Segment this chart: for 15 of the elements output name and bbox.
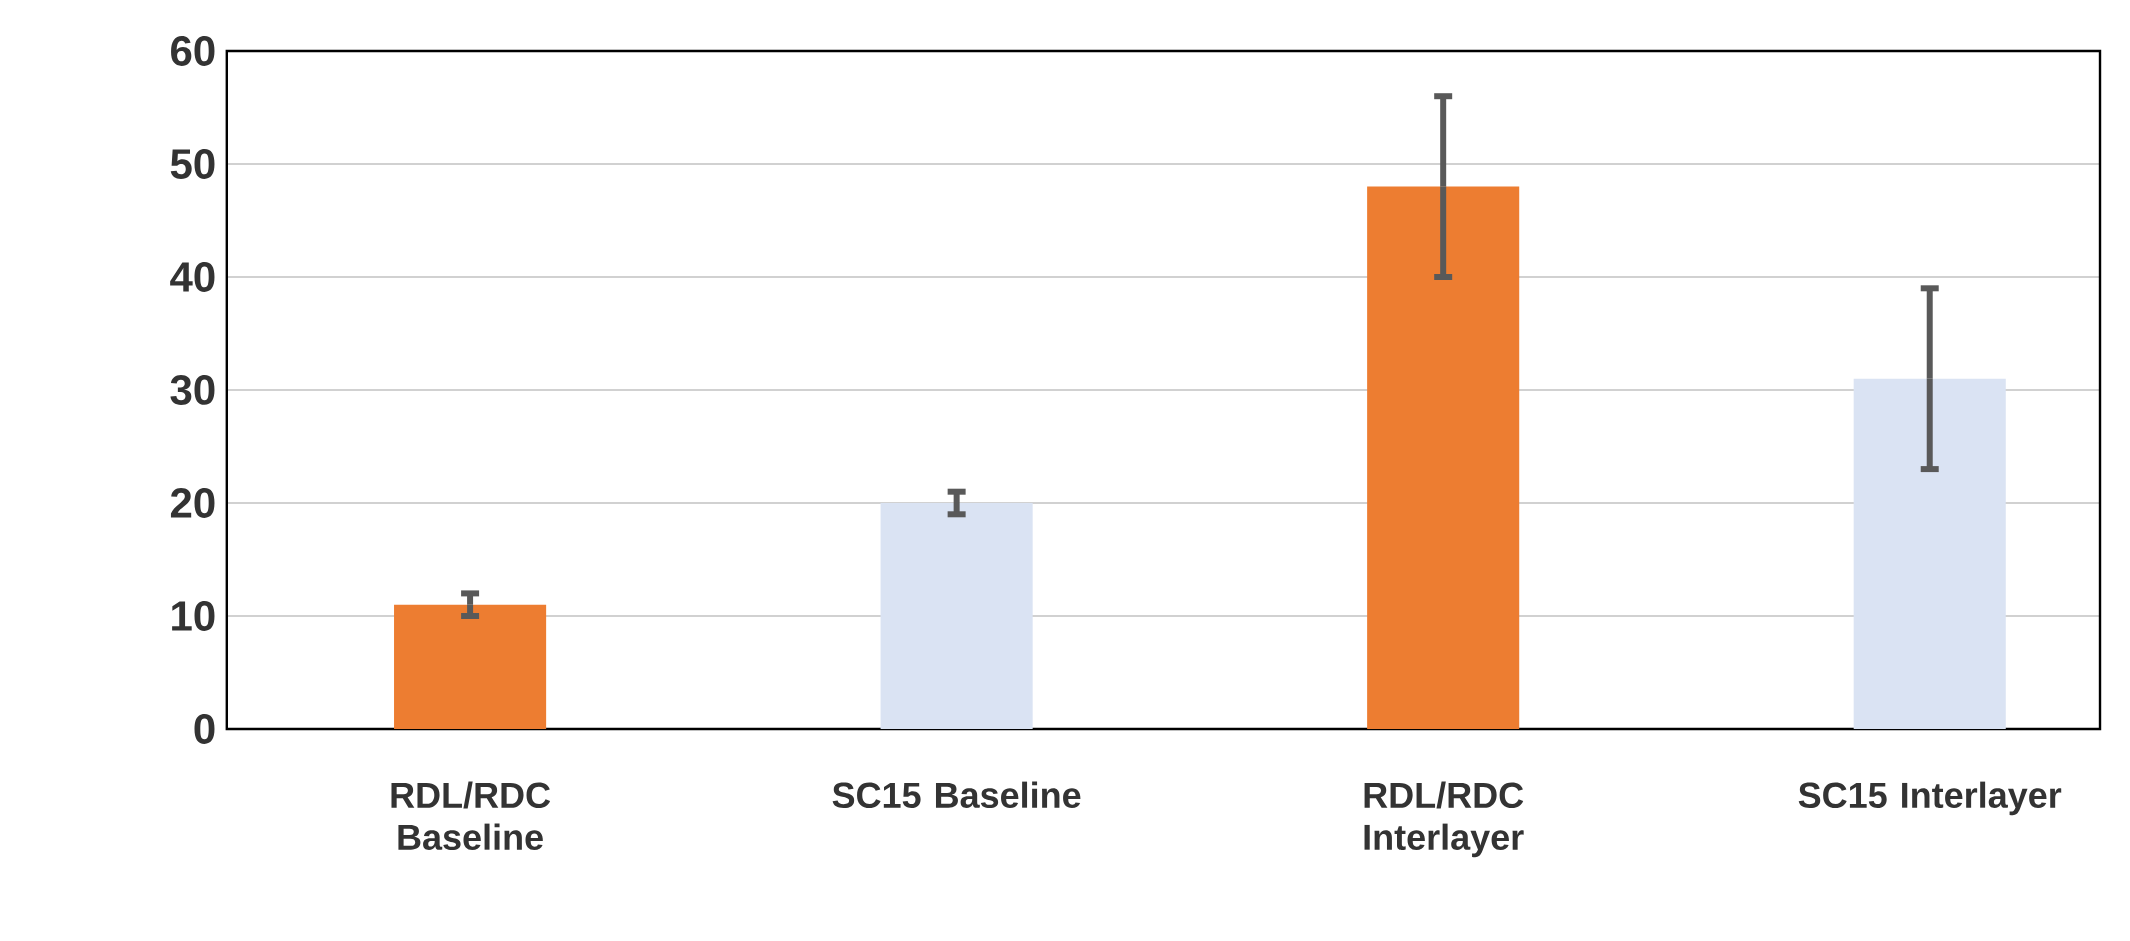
x-tick-label: SC15 Interlayer bbox=[1798, 781, 2062, 816]
y-tick-label: 10 bbox=[172, 601, 215, 631]
y-tick-label: 30 bbox=[170, 375, 215, 405]
x-tick-label: RDL/RDC Baseline bbox=[391, 781, 551, 850]
y-tick-label: 60 bbox=[171, 36, 215, 66]
y-tick-label: 50 bbox=[170, 149, 215, 179]
y-tick-label: 20 bbox=[170, 488, 215, 518]
y-tick-label: 40 bbox=[170, 262, 215, 292]
bar bbox=[394, 604, 547, 729]
y-tick-label: 0 bbox=[194, 714, 215, 744]
bar bbox=[1367, 186, 1520, 729]
bar bbox=[880, 502, 1033, 729]
x-tick-label: RDL/RDC Interlayer bbox=[1364, 781, 1524, 858]
bar bbox=[1853, 378, 2006, 729]
x-tick-label: SC15 Baseline bbox=[832, 781, 1081, 808]
